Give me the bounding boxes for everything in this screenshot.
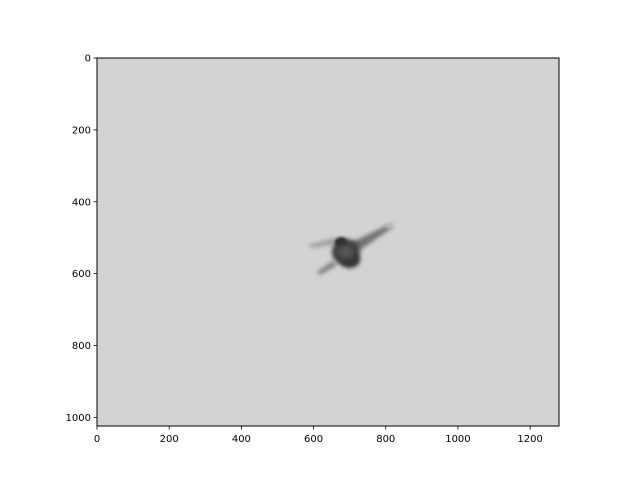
x-tick-label: 400	[232, 434, 251, 445]
y-tick-label: 200	[72, 125, 91, 136]
x-tick-label: 1200	[517, 434, 542, 445]
x-tick-label: 200	[160, 434, 179, 445]
y-tick-label: 400	[72, 197, 91, 208]
axes-frame	[96, 57, 560, 427]
y-tick-label: 600	[72, 269, 91, 280]
y-tick-label: 1000	[66, 413, 91, 424]
x-tick-label: 800	[376, 434, 395, 445]
x-tick-label: 1000	[445, 434, 470, 445]
grayscale-image	[97, 58, 559, 426]
x-axis: 0 200 400 600 800 1000 1200	[94, 426, 543, 445]
bird-silhouette	[308, 222, 394, 275]
x-tick-label: 0	[94, 434, 100, 445]
y-tick-label: 800	[72, 341, 91, 352]
y-axis: 0 200 400 600 800 1000	[66, 54, 97, 424]
y-tick-label: 0	[85, 54, 91, 65]
x-tick-label: 600	[304, 434, 323, 445]
